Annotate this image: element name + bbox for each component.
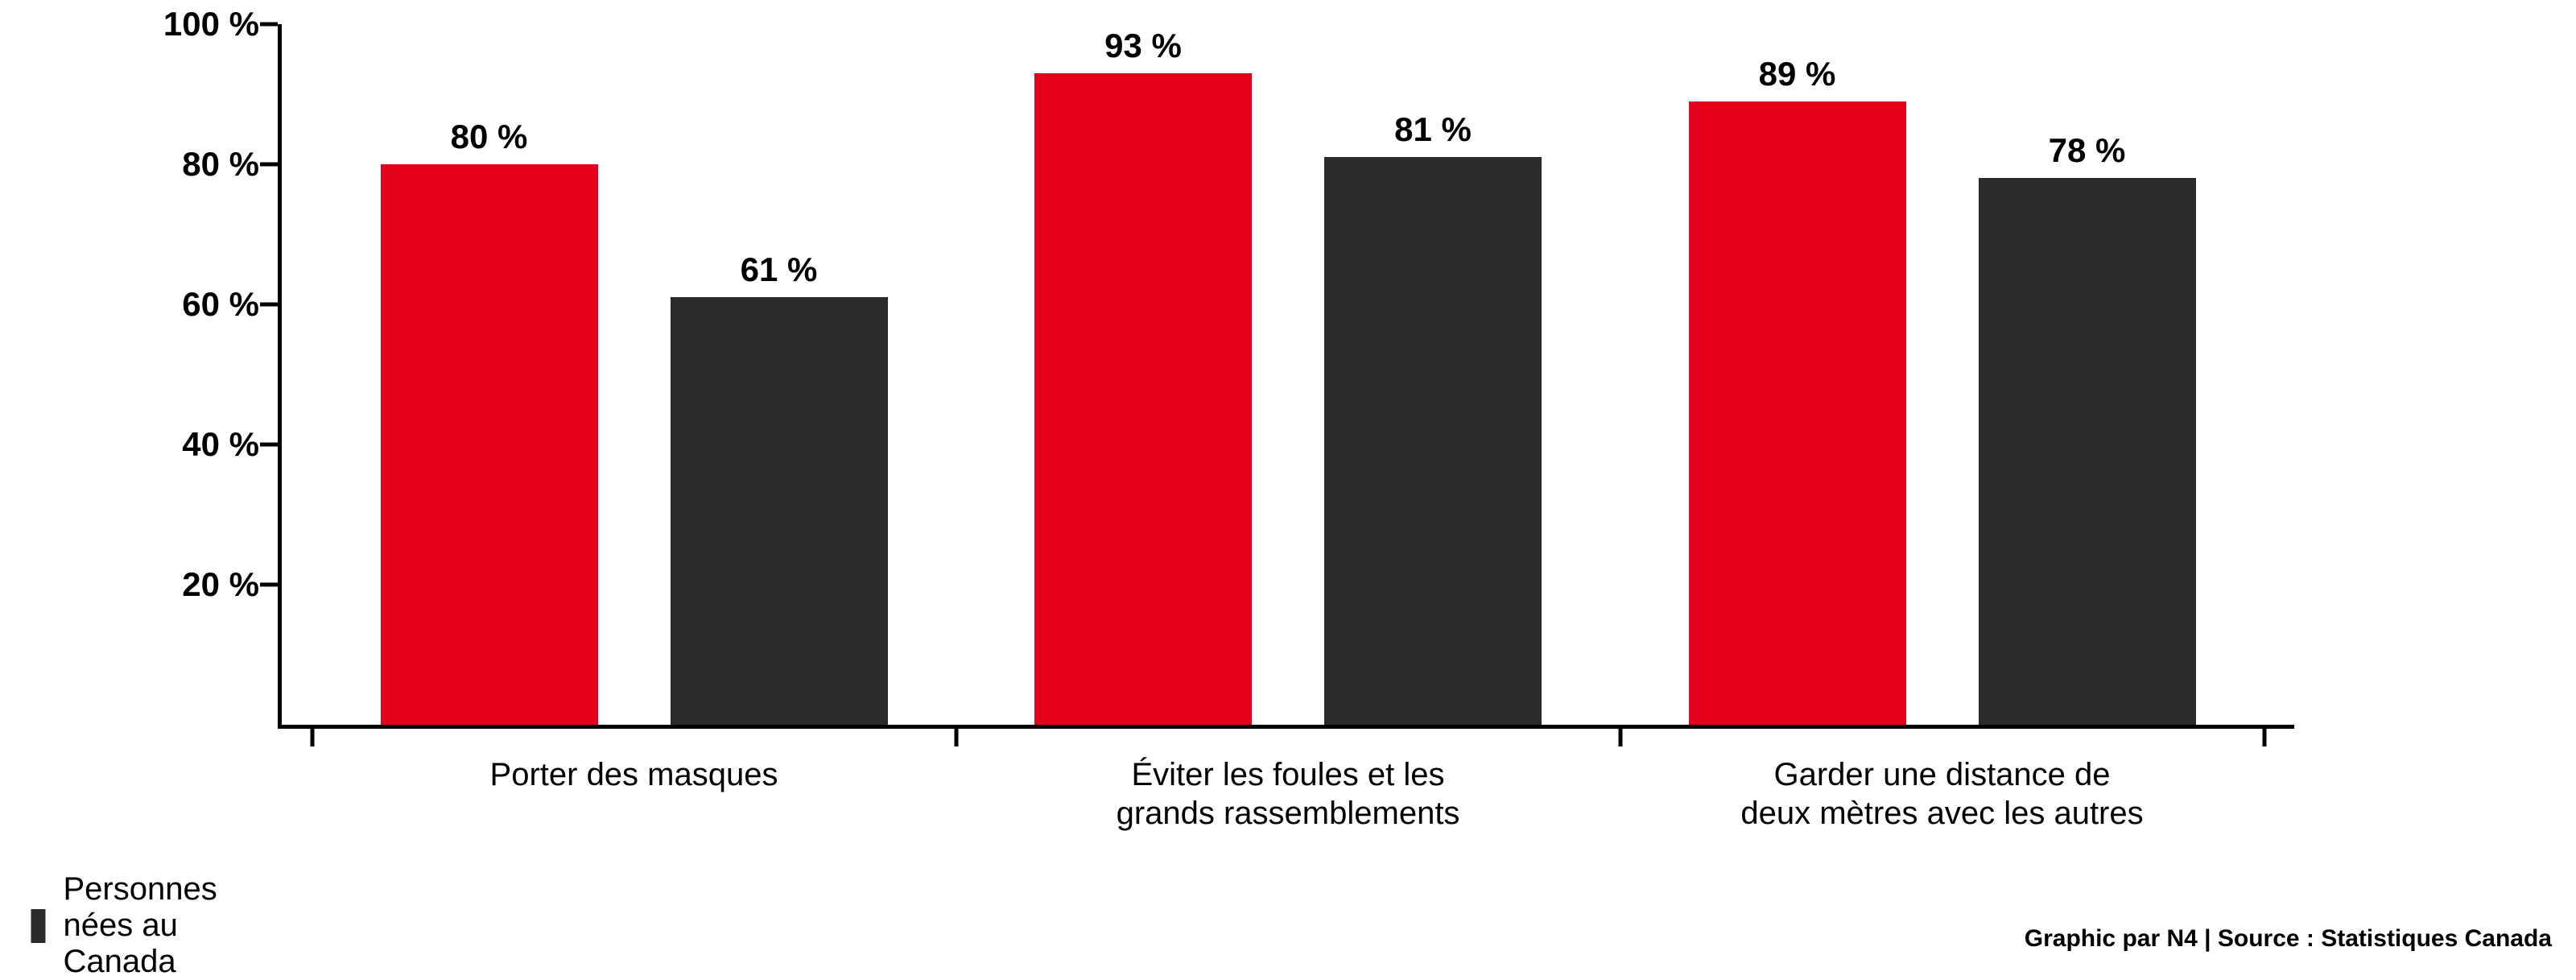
category-label: Éviter les foules et lesgrands rassemble… [1117,725,1460,833]
legend-item-canada_born: Personnes nées au Canada [31,871,236,980]
credit-line: Graphic par N4 | Source : Statistiques C… [2025,925,2552,953]
bar-value-label: 61 % [741,250,818,297]
y-tick-mark [260,23,278,27]
bar-immigrants: 80 % [381,164,598,725]
y-tick-mark [260,443,278,447]
x-tick-mark [1618,729,1622,746]
legend: ImmigrantsPersonnes nées au Canada [0,871,237,980]
bar-immigrants: 93 % [1034,73,1252,725]
category-label: Garder une distance dedeux mètres avec l… [1740,725,2143,833]
bar-value-label: 80 % [451,118,528,164]
bar-immigrants: 89 % [1689,101,1906,725]
category-label: Porter des masques [490,725,778,794]
x-tick-mark [954,729,958,746]
y-tick-mark [260,583,278,587]
bar-value-label: 81 % [1394,110,1472,157]
legend-swatch [31,909,45,943]
bar-value-label: 78 % [2049,131,2126,178]
bar-canada_born: 61 % [671,297,888,725]
plot-area: 20 %40 %60 %80 %100 %80 %61 %Porter des … [278,24,2294,729]
legend-label: Personnes nées au Canada [63,871,236,980]
x-tick-mark [310,729,314,746]
bar-value-label: 93 % [1104,27,1182,73]
bar-canada_born: 78 % [1979,178,2196,725]
y-tick-mark [260,163,278,167]
y-tick-mark [260,303,278,307]
x-tick-mark [2262,729,2266,746]
bar-value-label: 89 % [1759,55,1836,101]
bar-canada_born: 81 % [1324,157,1542,725]
